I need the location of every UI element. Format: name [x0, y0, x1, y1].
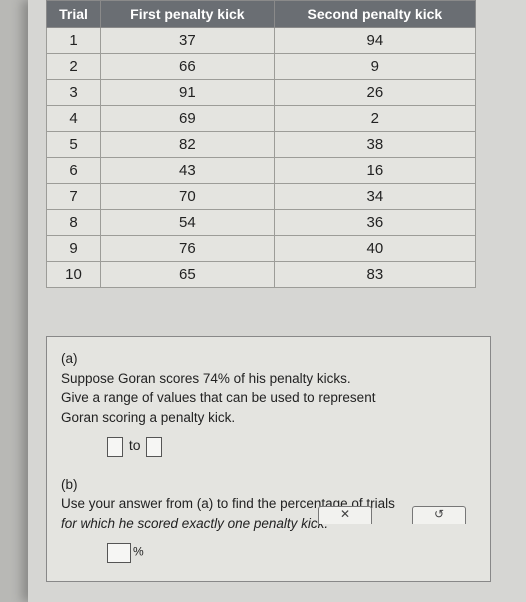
- table-cell: 91: [101, 80, 275, 106]
- table-row: 2669: [47, 54, 476, 80]
- table-cell: 65: [101, 262, 275, 288]
- bottom-button-row: ✕ ↺: [318, 506, 466, 524]
- table-row: 13794: [47, 28, 476, 54]
- range-to-word: to: [129, 437, 141, 453]
- table-row: 106583: [47, 262, 476, 288]
- table-cell: 2: [274, 106, 475, 132]
- table-cell: 3: [47, 80, 101, 106]
- part-b-line2: for which he scored exactly one penalty …: [61, 516, 328, 531]
- table-row: 77034: [47, 184, 476, 210]
- penalty-kick-table: Trial First penalty kick Second penalty …: [46, 0, 476, 288]
- table-cell: 1: [47, 28, 101, 54]
- table-cell: 9: [47, 236, 101, 262]
- percent-symbol: %: [133, 545, 144, 559]
- table-cell: 40: [274, 236, 475, 262]
- part-a-label: (a): [61, 349, 83, 369]
- table-row: 58238: [47, 132, 476, 158]
- question-box: (a) Suppose Goran scores 74% of his pena…: [46, 336, 491, 582]
- range-input-row: to: [105, 435, 476, 456]
- table-cell: 16: [274, 158, 475, 184]
- part-a-line3: Goran scoring a penalty kick.: [61, 410, 235, 425]
- part-a-line1: Suppose Goran scores 74% of his penalty …: [61, 371, 351, 386]
- table-cell: 36: [274, 210, 475, 236]
- table-cell: 26: [274, 80, 475, 106]
- clear-button[interactable]: ✕: [318, 506, 372, 524]
- table-cell: 76: [101, 236, 275, 262]
- col-header-first: First penalty kick: [101, 1, 275, 28]
- table-cell: 70: [101, 184, 275, 210]
- col-header-trial: Trial: [47, 1, 101, 28]
- table-cell: 34: [274, 184, 475, 210]
- table-row: 64316: [47, 158, 476, 184]
- table-cell: 6: [47, 158, 101, 184]
- table-cell: 66: [101, 54, 275, 80]
- table-cell: 54: [101, 210, 275, 236]
- table-row: 97640: [47, 236, 476, 262]
- table-cell: 83: [274, 262, 475, 288]
- table-cell: 43: [101, 158, 275, 184]
- table-header-row: Trial First penalty kick Second penalty …: [47, 1, 476, 28]
- col-header-second: Second penalty kick: [274, 1, 475, 28]
- table-cell: 10: [47, 262, 101, 288]
- table-row: 85436: [47, 210, 476, 236]
- table-cell: 8: [47, 210, 101, 236]
- table-cell: 5: [47, 132, 101, 158]
- table-cell: 2: [47, 54, 101, 80]
- table-cell: 7: [47, 184, 101, 210]
- table-cell: 94: [274, 28, 475, 54]
- part-b-label: (b): [61, 475, 83, 495]
- range-from-input[interactable]: [107, 437, 123, 457]
- range-to-input[interactable]: [146, 437, 162, 457]
- table-cell: 4: [47, 106, 101, 132]
- table-cell: 82: [101, 132, 275, 158]
- table-cell: 38: [274, 132, 475, 158]
- percent-input[interactable]: [107, 543, 131, 563]
- part-a-line2: Give a range of values that can be used …: [61, 390, 375, 405]
- table-cell: 9: [274, 54, 475, 80]
- percent-input-row: %: [105, 541, 476, 562]
- reset-button[interactable]: ↺: [412, 506, 466, 524]
- table-cell: 37: [101, 28, 275, 54]
- part-a: (a) Suppose Goran scores 74% of his pena…: [61, 349, 476, 457]
- part-a-body: Suppose Goran scores 74% of his penalty …: [61, 369, 451, 428]
- table-row: 4692: [47, 106, 476, 132]
- table-cell: 69: [101, 106, 275, 132]
- table-row: 39126: [47, 80, 476, 106]
